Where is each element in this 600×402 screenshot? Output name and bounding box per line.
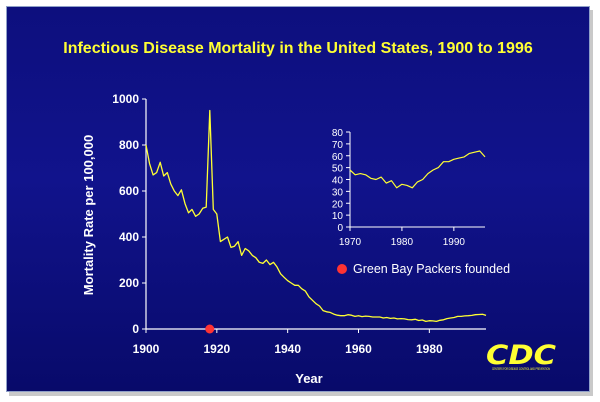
inset-y-tick-label: 10 — [332, 211, 344, 222]
main-y-tick-labels: 0 200 400 600 800 1000 — [112, 92, 146, 336]
main-x-tick-label: 1960 — [345, 342, 372, 356]
inset-y-tick-label: 40 — [332, 176, 344, 187]
y-axis-label: Mortality Rate per 100,000 — [81, 135, 96, 295]
inset-y-tick-label: 80 — [332, 128, 344, 139]
inset-series-line — [349, 150, 486, 189]
legend-marker-dot — [337, 264, 347, 274]
main-y-tick-label: 0 — [132, 322, 139, 336]
inset-x-tick-labels: 1970 1980 1990 — [339, 227, 466, 248]
main-y-tick-label: 1000 — [112, 92, 139, 106]
main-x-tick-labels: 1900 1920 1940 1960 1980 — [133, 329, 443, 356]
inset-y-tick-label: 20 — [332, 199, 344, 210]
packers-founded-marker — [205, 324, 215, 334]
inset-x-tick-label: 1990 — [443, 237, 466, 248]
main-y-tick-label: 600 — [119, 184, 139, 198]
main-y-tick-label: 200 — [119, 276, 139, 290]
cdc-logo-text: CDC — [486, 340, 556, 371]
main-x-tick-label: 1900 — [133, 342, 160, 356]
x-axis-label: Year — [295, 371, 322, 386]
main-markers — [205, 324, 215, 334]
main-x-tick-label: 1980 — [416, 342, 443, 356]
main-x-tick-label: 1920 — [203, 342, 230, 356]
inset-y-tick-label: 60 — [332, 152, 344, 163]
inset-x-tick-label: 1970 — [339, 237, 362, 248]
main-y-tick-label: 400 — [119, 230, 139, 244]
cdc-logo: CDC CENTERS FOR DISEASE CONTROL AND PREV… — [486, 340, 556, 371]
main-x-tick-label: 1940 — [274, 342, 301, 356]
inset-y-tick-label: 70 — [332, 140, 344, 151]
inset-x-tick-label: 1980 — [391, 237, 414, 248]
packers-annotation: Green Bay Packers founded — [353, 262, 510, 276]
chart-title: Infectious Disease Mortality in the Unit… — [63, 40, 533, 57]
main-y-tick-label: 800 — [119, 138, 139, 152]
inset-y-tick-label: 30 — [332, 187, 344, 198]
cdc-logo-subtitle: CENTERS FOR DISEASE CONTROL AND PREVENTI… — [492, 367, 550, 371]
chart-svg: Infectious Disease Mortality in the Unit… — [63, 40, 556, 386]
slide: Infectious Disease Mortality in the Unit… — [6, 6, 590, 392]
inset-y-tick-label: 0 — [337, 223, 343, 234]
mortality-series-line — [145, 109, 487, 323]
inset-y-tick-label: 50 — [332, 164, 344, 175]
